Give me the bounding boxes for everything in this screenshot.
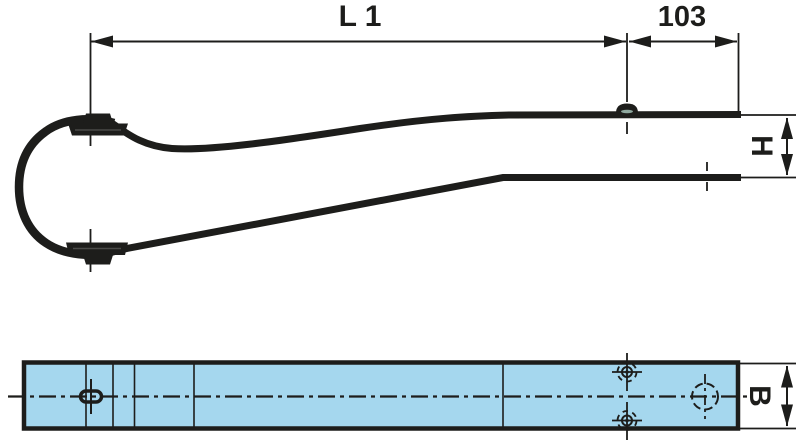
label-length-l1: L 1 <box>338 0 382 33</box>
dimension-b <box>740 362 796 430</box>
eye-clamp-top <box>68 113 128 136</box>
spring-side-view <box>14 33 796 272</box>
dimension-h <box>741 114 796 179</box>
arrowhead-up-icon <box>781 365 793 388</box>
lower-leaf-line <box>110 174 741 255</box>
arrowhead-down-icon <box>781 154 793 176</box>
spring-eye-curl <box>14 115 116 259</box>
end-hole <box>691 374 719 419</box>
arrowhead-right-icon <box>715 35 737 48</box>
bolt-hole-top <box>612 353 642 391</box>
bolt-hole-bottom <box>612 402 642 440</box>
label-width-b: B <box>743 385 776 407</box>
slot-hole <box>78 379 104 414</box>
dimension-l1 <box>91 35 626 48</box>
hole-inner-circle <box>621 366 633 378</box>
center-bolt-bump <box>616 103 638 114</box>
clamp-bottom-cap <box>83 255 113 265</box>
hole-outer-circle <box>616 361 638 383</box>
arrowhead-up-icon <box>781 117 793 139</box>
dimension-103 <box>629 35 737 48</box>
hole-center-dot <box>625 370 629 374</box>
hole-inner-circle <box>621 414 633 427</box>
hole-center-dot <box>625 418 629 423</box>
hole-outer-circle <box>616 410 638 431</box>
label-height-h: H <box>745 135 778 157</box>
arrowhead-right-icon <box>604 35 626 48</box>
clamp-top-cap <box>83 113 113 123</box>
label-rear-length-103: 103 <box>657 0 707 33</box>
bolt-head-highlight <box>621 109 633 114</box>
upper-leaf-line <box>109 111 742 153</box>
bolt-head-dome <box>616 103 638 113</box>
arrowhead-left-icon <box>629 35 651 48</box>
eye-clamp-bottom <box>66 242 128 265</box>
spring-plan-view <box>8 353 796 440</box>
arrowhead-down-icon <box>781 404 793 427</box>
arrowhead-left-icon <box>91 35 113 48</box>
